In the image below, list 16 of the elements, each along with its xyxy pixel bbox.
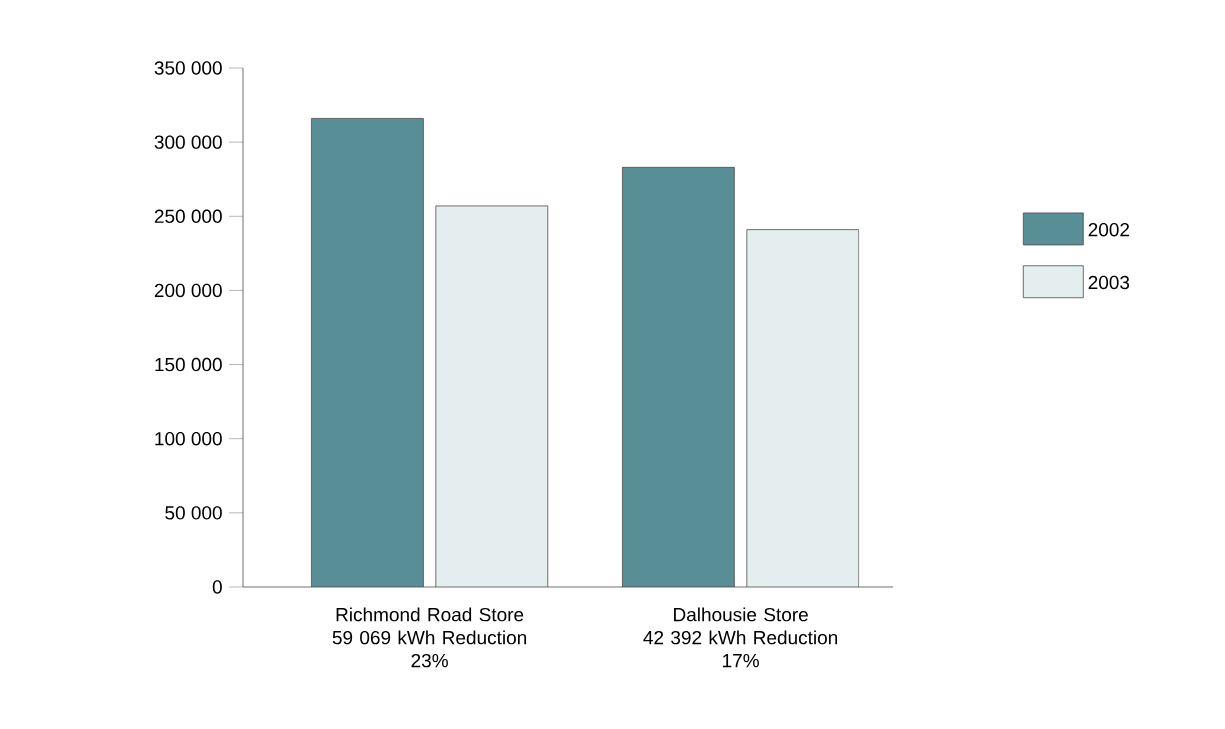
y-tick-label: 300 000 xyxy=(154,135,222,149)
bar xyxy=(435,205,548,587)
y-tick-label: 100 000 xyxy=(155,431,222,446)
bar xyxy=(311,118,424,587)
legend-label: 2003 xyxy=(1088,275,1130,290)
y-tick-label: 250 000 xyxy=(154,209,222,224)
x-tick-label: Richmond Road Store 59 069 kWh Reduction 23% xyxy=(332,607,527,668)
y-tick-label: 50 000 xyxy=(165,506,222,520)
y-tick-label: 0 xyxy=(212,580,222,594)
y-tick-label: 200 000 xyxy=(154,283,222,298)
y-tick-label: 150 000 xyxy=(155,357,222,372)
y-tick-label: 350 000 xyxy=(154,61,222,75)
legend-label: 2002 xyxy=(1088,222,1130,237)
bar xyxy=(622,166,735,587)
x-tick-label: Dalhousie Store 42 392 kWh Reduction 17% xyxy=(643,607,838,668)
bar xyxy=(746,229,860,587)
